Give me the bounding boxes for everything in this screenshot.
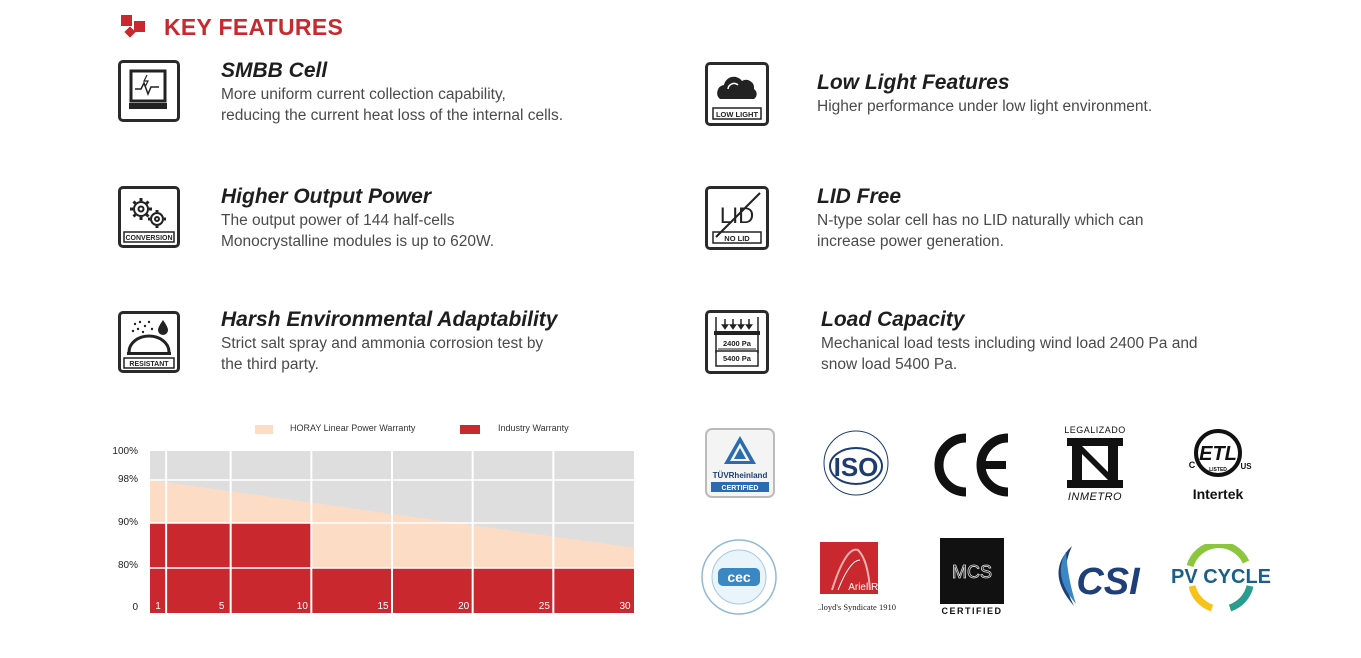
inmetro-bottom-label: INMETRO: [1067, 491, 1123, 503]
ariel-re-logo: Ariel Re Lloyd's Syndicate 1910: [816, 540, 898, 616]
cec-logo: cec: [700, 538, 778, 616]
feature-desc: More uniform current collection capabili…: [221, 86, 564, 124]
tuv-certified-logo: TÜVRheinland CERTIFIED: [705, 428, 775, 498]
feature-title: Low Light Features: [817, 71, 1010, 94]
x-tick-label: 15: [377, 601, 389, 612]
legend-label-horay: HORAY Linear Power Warranty: [290, 423, 416, 433]
svg-text:C: C: [1189, 460, 1196, 470]
x-tick-label: 30: [619, 601, 631, 612]
svg-text:Ariel Re: Ariel Re: [848, 582, 884, 593]
svg-text:ETL: ETL: [1199, 443, 1237, 465]
x-tick-label: 25: [539, 601, 551, 612]
y-tick-label: 80%: [117, 560, 138, 571]
legend-label-industry: Industry Warranty: [498, 423, 569, 433]
gears-icon: CONVERSION: [118, 186, 180, 248]
svg-text:ISO: ISO: [834, 452, 879, 482]
inmetro-top-label: LEGALIZADO: [1064, 425, 1126, 435]
feature-title: Higher Output Power: [221, 185, 431, 208]
svg-text:CSI: CSI: [1076, 561, 1141, 603]
x-tick-label: 1: [155, 601, 161, 612]
feature-desc: Higher performance under low light envir…: [817, 98, 1153, 115]
y-tick-label: 98%: [117, 474, 138, 485]
page-title: KEY FEATURES: [164, 13, 344, 40]
load-pressure-icon: 2400 Pa 5400 Pa: [705, 310, 769, 374]
mcs-caption: CERTIFIED: [941, 606, 1003, 616]
feature-desc: The output power of 144 half-cells Monoc…: [221, 212, 495, 250]
svg-text:LISTED: LISTED: [1209, 467, 1227, 473]
svg-text:US: US: [1240, 462, 1252, 471]
svg-text:Lloyd's Syndicate 1910: Lloyd's Syndicate 1910: [818, 602, 896, 612]
monitor-icon: [118, 60, 180, 122]
svg-text:TÜVRheinland: TÜVRheinland: [713, 471, 768, 480]
cloud-icon: LOW LIGHT: [705, 62, 769, 126]
feature-title: SMBB Cell: [221, 59, 328, 82]
feature-desc: Mechanical load tests including wind loa…: [821, 335, 1198, 373]
svg-text:2400 Pa: 2400 Pa: [723, 339, 752, 348]
x-tick-label: 20: [458, 601, 470, 612]
feature-title: Harsh Environmental Adaptability: [221, 308, 558, 331]
svg-text:MCS: MCS: [952, 562, 992, 582]
etl-listed-logo: C ETL LISTED US Intertek: [1180, 423, 1260, 503]
dome-resistant-icon: RESISTANT: [118, 311, 180, 373]
squares-logo-icon: [121, 15, 145, 38]
inmetro-logo: [1066, 437, 1124, 489]
svg-text:LOW LIGHT: LOW LIGHT: [716, 110, 758, 119]
x-tick-label: 5: [219, 601, 225, 612]
no-lid-icon: LID NO LID: [705, 186, 769, 250]
mcs-logo: MCS: [940, 538, 1004, 604]
y-tick-label: 0: [132, 602, 138, 613]
svg-text:Intertek: Intertek: [1193, 486, 1244, 502]
svg-text:RESISTANT: RESISTANT: [129, 361, 169, 368]
feature-title: Load Capacity: [821, 308, 965, 331]
x-tick-label: 10: [297, 601, 309, 612]
pv-cycle-logo: PV CYCLE: [1166, 541, 1276, 612]
svg-text:5400 Pa: 5400 Pa: [723, 354, 752, 363]
iso-logo: ISO: [818, 428, 894, 498]
svg-text:CERTIFIED: CERTIFIED: [722, 485, 759, 492]
svg-text:PV CYCLE: PV CYCLE: [1171, 566, 1271, 588]
y-tick-label: 90%: [117, 517, 138, 528]
svg-text:NO LID: NO LID: [724, 234, 750, 243]
feature-title: LID Free: [817, 185, 902, 208]
y-tick-label: 100%: [112, 446, 138, 457]
csi-logo: CSI: [1042, 542, 1148, 610]
svg-text:cec: cec: [727, 569, 751, 585]
svg-text:CONVERSION: CONVERSION: [125, 235, 172, 242]
feature-desc: Strict salt spray and ammonia corrosion …: [221, 335, 544, 373]
warranty-chart: 1 5 10 15 20 25 30: [150, 451, 634, 613]
legend-swatch-industry: [460, 425, 480, 434]
section-heading: KEY FEATURES: [120, 12, 343, 42]
ce-mark-logo: [930, 432, 1012, 498]
feature-desc: N-type solar cell has no LID naturally w…: [817, 212, 1144, 250]
legend-swatch-horay: [255, 425, 273, 434]
